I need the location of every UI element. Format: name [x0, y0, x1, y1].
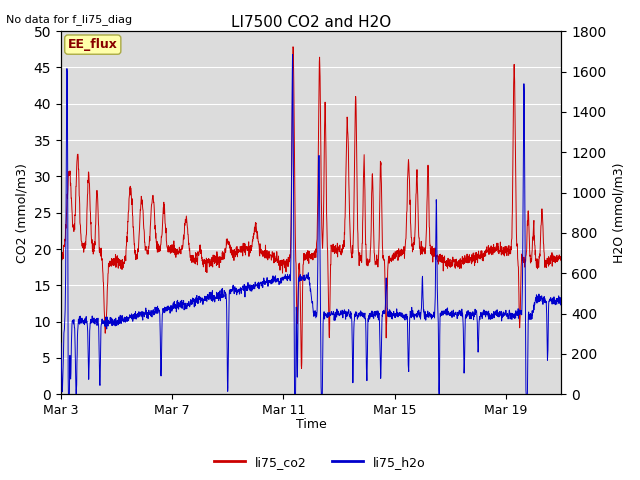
Legend: li75_co2, li75_h2o: li75_co2, li75_h2o	[209, 451, 431, 474]
Text: No data for f_li75_diag: No data for f_li75_diag	[6, 14, 132, 25]
Text: EE_flux: EE_flux	[68, 38, 118, 51]
Title: LI7500 CO2 and H2O: LI7500 CO2 and H2O	[231, 15, 391, 30]
X-axis label: Time: Time	[296, 419, 326, 432]
Y-axis label: CO2 (mmol/m3): CO2 (mmol/m3)	[15, 163, 28, 263]
Y-axis label: H2O (mmol/m3): H2O (mmol/m3)	[612, 162, 625, 263]
